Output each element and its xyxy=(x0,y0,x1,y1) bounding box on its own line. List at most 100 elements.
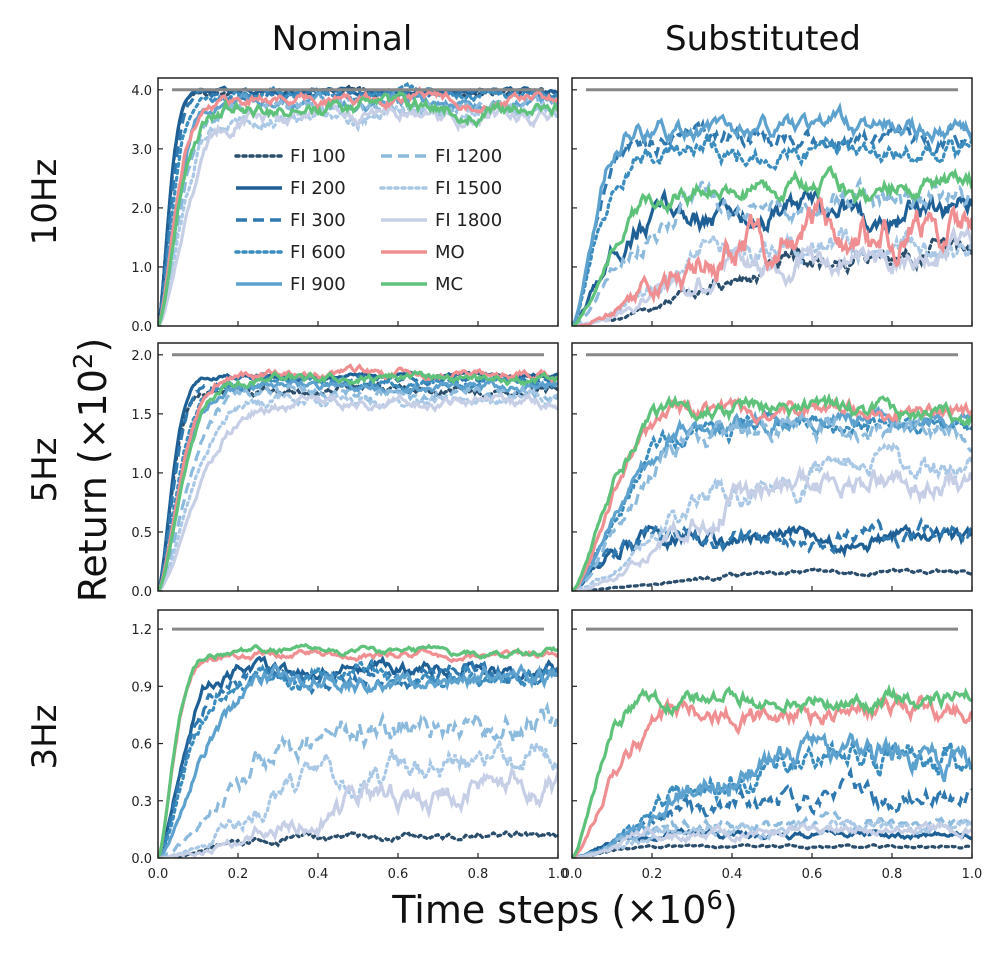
y-tick-label: 0.0 xyxy=(131,320,152,335)
y-tick-label: 1.5 xyxy=(131,408,152,423)
legend-item-fi-300: FI 300 xyxy=(236,210,346,231)
series-line-mo xyxy=(158,363,558,591)
y-tick-label: 1.2 xyxy=(131,623,152,638)
series-line-fi-900 xyxy=(158,378,558,591)
panel-frame xyxy=(157,77,559,327)
x-tick-label: 0.8 xyxy=(882,867,903,882)
panel-frame xyxy=(571,609,973,859)
x-tick-label: 1.0 xyxy=(962,867,983,882)
panel-10hz-nominal: 0.0 1.0 2.0 3.0 4.0 xyxy=(131,77,559,335)
y-tick-label: 2.0 xyxy=(131,202,152,217)
legend-item-fi-1500: FI 1500 xyxy=(379,178,502,199)
y-tick-label: 0.3 xyxy=(131,795,152,810)
legend-item-fi-1200: FI 1200 xyxy=(381,146,502,167)
series-group xyxy=(572,101,972,326)
legend-item-fi-1800: FI 1800 xyxy=(381,210,502,231)
series-line-fi-1800 xyxy=(572,464,972,591)
x-tick-label: 0.4 xyxy=(308,867,329,882)
series-line-fi-1200 xyxy=(572,810,972,858)
series-line-fi-900 xyxy=(572,729,972,858)
series-line-fi-1500 xyxy=(572,816,972,858)
legend-label: FI 1800 xyxy=(435,210,502,231)
y-axis-title-close: ) xyxy=(71,338,115,353)
legend: FI 100 FI 200 FI 300 FI 600 FI 900 FI 1200 FI … xyxy=(234,146,502,295)
x-axis-title-close: ) xyxy=(723,888,738,932)
series-line-fi-1200 xyxy=(158,382,558,591)
column-title-substituted: Substituted xyxy=(665,19,861,59)
series-group xyxy=(158,642,558,858)
legend-label: FI 200 xyxy=(290,178,346,199)
x-tick-label: 0.0 xyxy=(562,867,583,882)
series-line-fi-200 xyxy=(572,187,972,326)
series-group xyxy=(572,392,972,591)
panel-10hz-substituted xyxy=(571,77,973,327)
series-line-fi-1800 xyxy=(572,225,972,326)
x-tick-label: 0.2 xyxy=(228,867,249,882)
series-line-fi-1200 xyxy=(158,701,558,858)
y-tick-label: 0.0 xyxy=(131,585,152,600)
column-title-nominal: Nominal xyxy=(272,19,413,59)
series-line-mo xyxy=(572,692,972,858)
x-tick-label: 0.0 xyxy=(148,867,169,882)
series-group xyxy=(572,683,972,858)
legend-label: FI 1200 xyxy=(435,146,502,167)
x-tick-label: 0.6 xyxy=(802,867,823,882)
legend-item-mc: MC xyxy=(381,274,463,295)
series-line-mc xyxy=(158,642,558,858)
series-line-fi-900 xyxy=(572,101,972,326)
y-tick-label: 1.0 xyxy=(131,467,152,482)
row-label-10hz: 10Hz xyxy=(25,159,65,246)
series-line-mc xyxy=(572,164,972,326)
y-tick-label: 0.5 xyxy=(131,526,152,541)
series-line-mc xyxy=(158,89,558,326)
x-tick-label: 0.2 xyxy=(642,867,663,882)
panel-frame xyxy=(571,342,973,592)
series-line-fi-1500 xyxy=(572,223,972,326)
series-line-fi-100 xyxy=(572,842,972,858)
panel-frame xyxy=(157,609,559,859)
y-tick-label: 4.0 xyxy=(131,84,152,99)
series-line-fi-1800 xyxy=(158,391,558,591)
y-tick-label: 0.6 xyxy=(131,738,152,753)
legend-item-mo: MO xyxy=(381,242,465,263)
row-label-3hz: 3Hz xyxy=(25,704,65,769)
series-line-fi-600 xyxy=(158,656,558,858)
legend-label: FI 100 xyxy=(290,146,346,167)
y-tick-label: 0.9 xyxy=(131,680,152,695)
series-line-mc xyxy=(572,683,972,858)
series-line-fi-1500 xyxy=(158,735,558,858)
legend-label: FI 900 xyxy=(290,274,346,295)
legend-label: FI 600 xyxy=(290,242,346,263)
panel-3hz-nominal: 0.0 0.2 0.4 0.6 0.8 1.0 0.0 0.3 0.6 0.9 1.2 xyxy=(131,609,569,882)
y-tick-label: 1.0 xyxy=(131,261,152,276)
x-tick-label: 1.0 xyxy=(548,867,569,882)
legend-item-fi-200: FI 200 xyxy=(236,178,346,199)
series-line-fi-1800 xyxy=(572,820,972,858)
y-tick-label: 3.0 xyxy=(131,143,152,158)
series-group xyxy=(158,81,558,326)
panel-5hz-nominal: 0.0 0.5 1.0 1.5 2.0 xyxy=(131,342,559,600)
series-line-fi-600 xyxy=(572,407,972,591)
row-label-5hz: 5Hz xyxy=(25,437,65,502)
legend-item-fi-100: FI 100 xyxy=(234,146,346,167)
panel-3hz-substituted: 0.0 0.2 0.4 0.6 0.8 1.0 xyxy=(562,609,983,882)
x-axis-title-exponent: 6 xyxy=(706,886,723,916)
series-line-fi-100 xyxy=(572,566,972,591)
y-axis-title-main: Return (×10 xyxy=(71,369,115,602)
x-tick-label: 0.8 xyxy=(468,867,489,882)
panels-group: 0.01.02.03.04.00.00.51.01.52.00.0 0.2 0.4 0… xyxy=(131,77,983,882)
series-line-fi-900 xyxy=(158,662,558,858)
legend-label: FI 300 xyxy=(290,210,346,231)
x-axis-title-main: Time steps (×10 xyxy=(391,888,706,932)
series-line-fi-1500 xyxy=(158,387,558,591)
series-line-fi-1200 xyxy=(572,410,972,591)
panel-5hz-substituted xyxy=(571,342,973,592)
x-tick-label: 0.4 xyxy=(722,867,743,882)
legend-item-fi-900: FI 900 xyxy=(236,274,346,295)
panel-frame xyxy=(571,77,973,327)
legend-label: MO xyxy=(435,242,465,263)
series-line-fi-1200 xyxy=(572,175,972,326)
series-line-fi-1800 xyxy=(158,767,558,858)
legend-label: MC xyxy=(435,274,463,295)
